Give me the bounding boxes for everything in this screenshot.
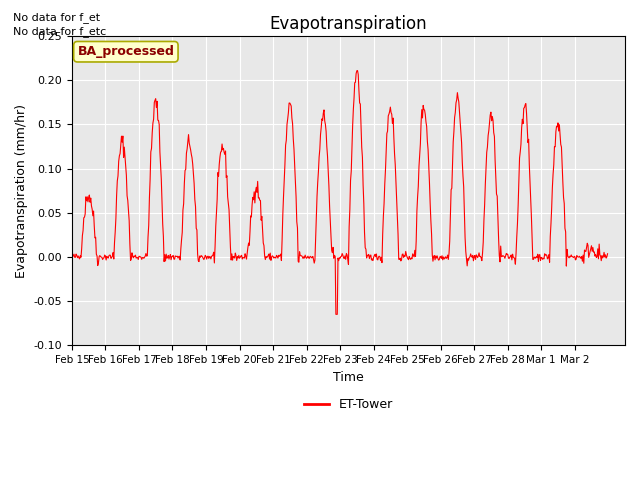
X-axis label: Time: Time [333,371,364,384]
Text: No data for f_et: No data for f_et [13,12,100,23]
Text: No data for f_etc: No data for f_etc [13,26,106,37]
Title: Evapotranspiration: Evapotranspiration [269,15,428,33]
Text: BA_processed: BA_processed [77,45,174,58]
Legend: ET-Tower: ET-Tower [299,393,398,416]
Y-axis label: Evapotranspiration (mm/hr): Evapotranspiration (mm/hr) [15,104,28,277]
